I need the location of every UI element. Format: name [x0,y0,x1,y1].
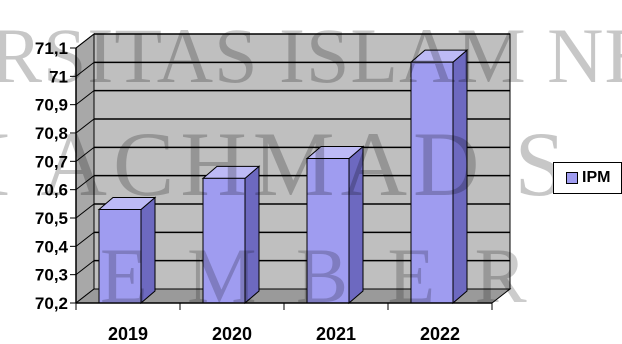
bar-2021-side [348,145,364,305]
legend: IPM [553,162,622,194]
legend-swatch-ipm [566,172,578,184]
y-tick-label: 70,6 [35,181,68,200]
y-tick-label: 70,3 [35,266,68,285]
gridline-side [75,146,95,162]
gridline-side [75,33,95,49]
x-axis: 2019 2020 2021 2022 [75,302,493,344]
y-tick-label: 71,1 [35,39,68,58]
y-tick-label: 70,7 [35,152,68,171]
gridline-side [75,61,95,77]
gridline-side [75,90,95,106]
y-tick-label: 70,5 [35,209,68,228]
bar-2022-side [452,49,468,305]
y-tick-label: 70,4 [35,237,69,256]
y-tick-label: 70,8 [35,124,68,143]
bars [97,49,469,305]
y-tick-label: 70,2 [35,294,68,313]
bar-2021 [306,158,350,304]
x-tick-label: 2021 [316,324,356,344]
y-tick-label: 70,9 [35,96,68,115]
gridline-side [75,203,95,219]
x-tick-label: 2022 [420,324,460,344]
y-tick-label: 71 [49,67,68,86]
gridline-side [75,231,95,247]
x-tick-label: 2020 [212,324,252,344]
gridline-side [75,118,95,134]
bar-2019-side [140,196,156,305]
x-tick-label: 2019 [108,324,148,344]
bar-2020-side [244,165,260,305]
legend-label-ipm: IPM [582,169,611,186]
bar-2020 [202,177,246,304]
y-axis: 70,2 70,3 70,4 70,5 70,6 70,7 70,8 70,9 71 71,1 [35,39,77,313]
bar-2019 [98,209,142,304]
gridline-side [75,175,95,191]
bar-2022 [410,61,454,304]
gridline-side [75,260,95,276]
